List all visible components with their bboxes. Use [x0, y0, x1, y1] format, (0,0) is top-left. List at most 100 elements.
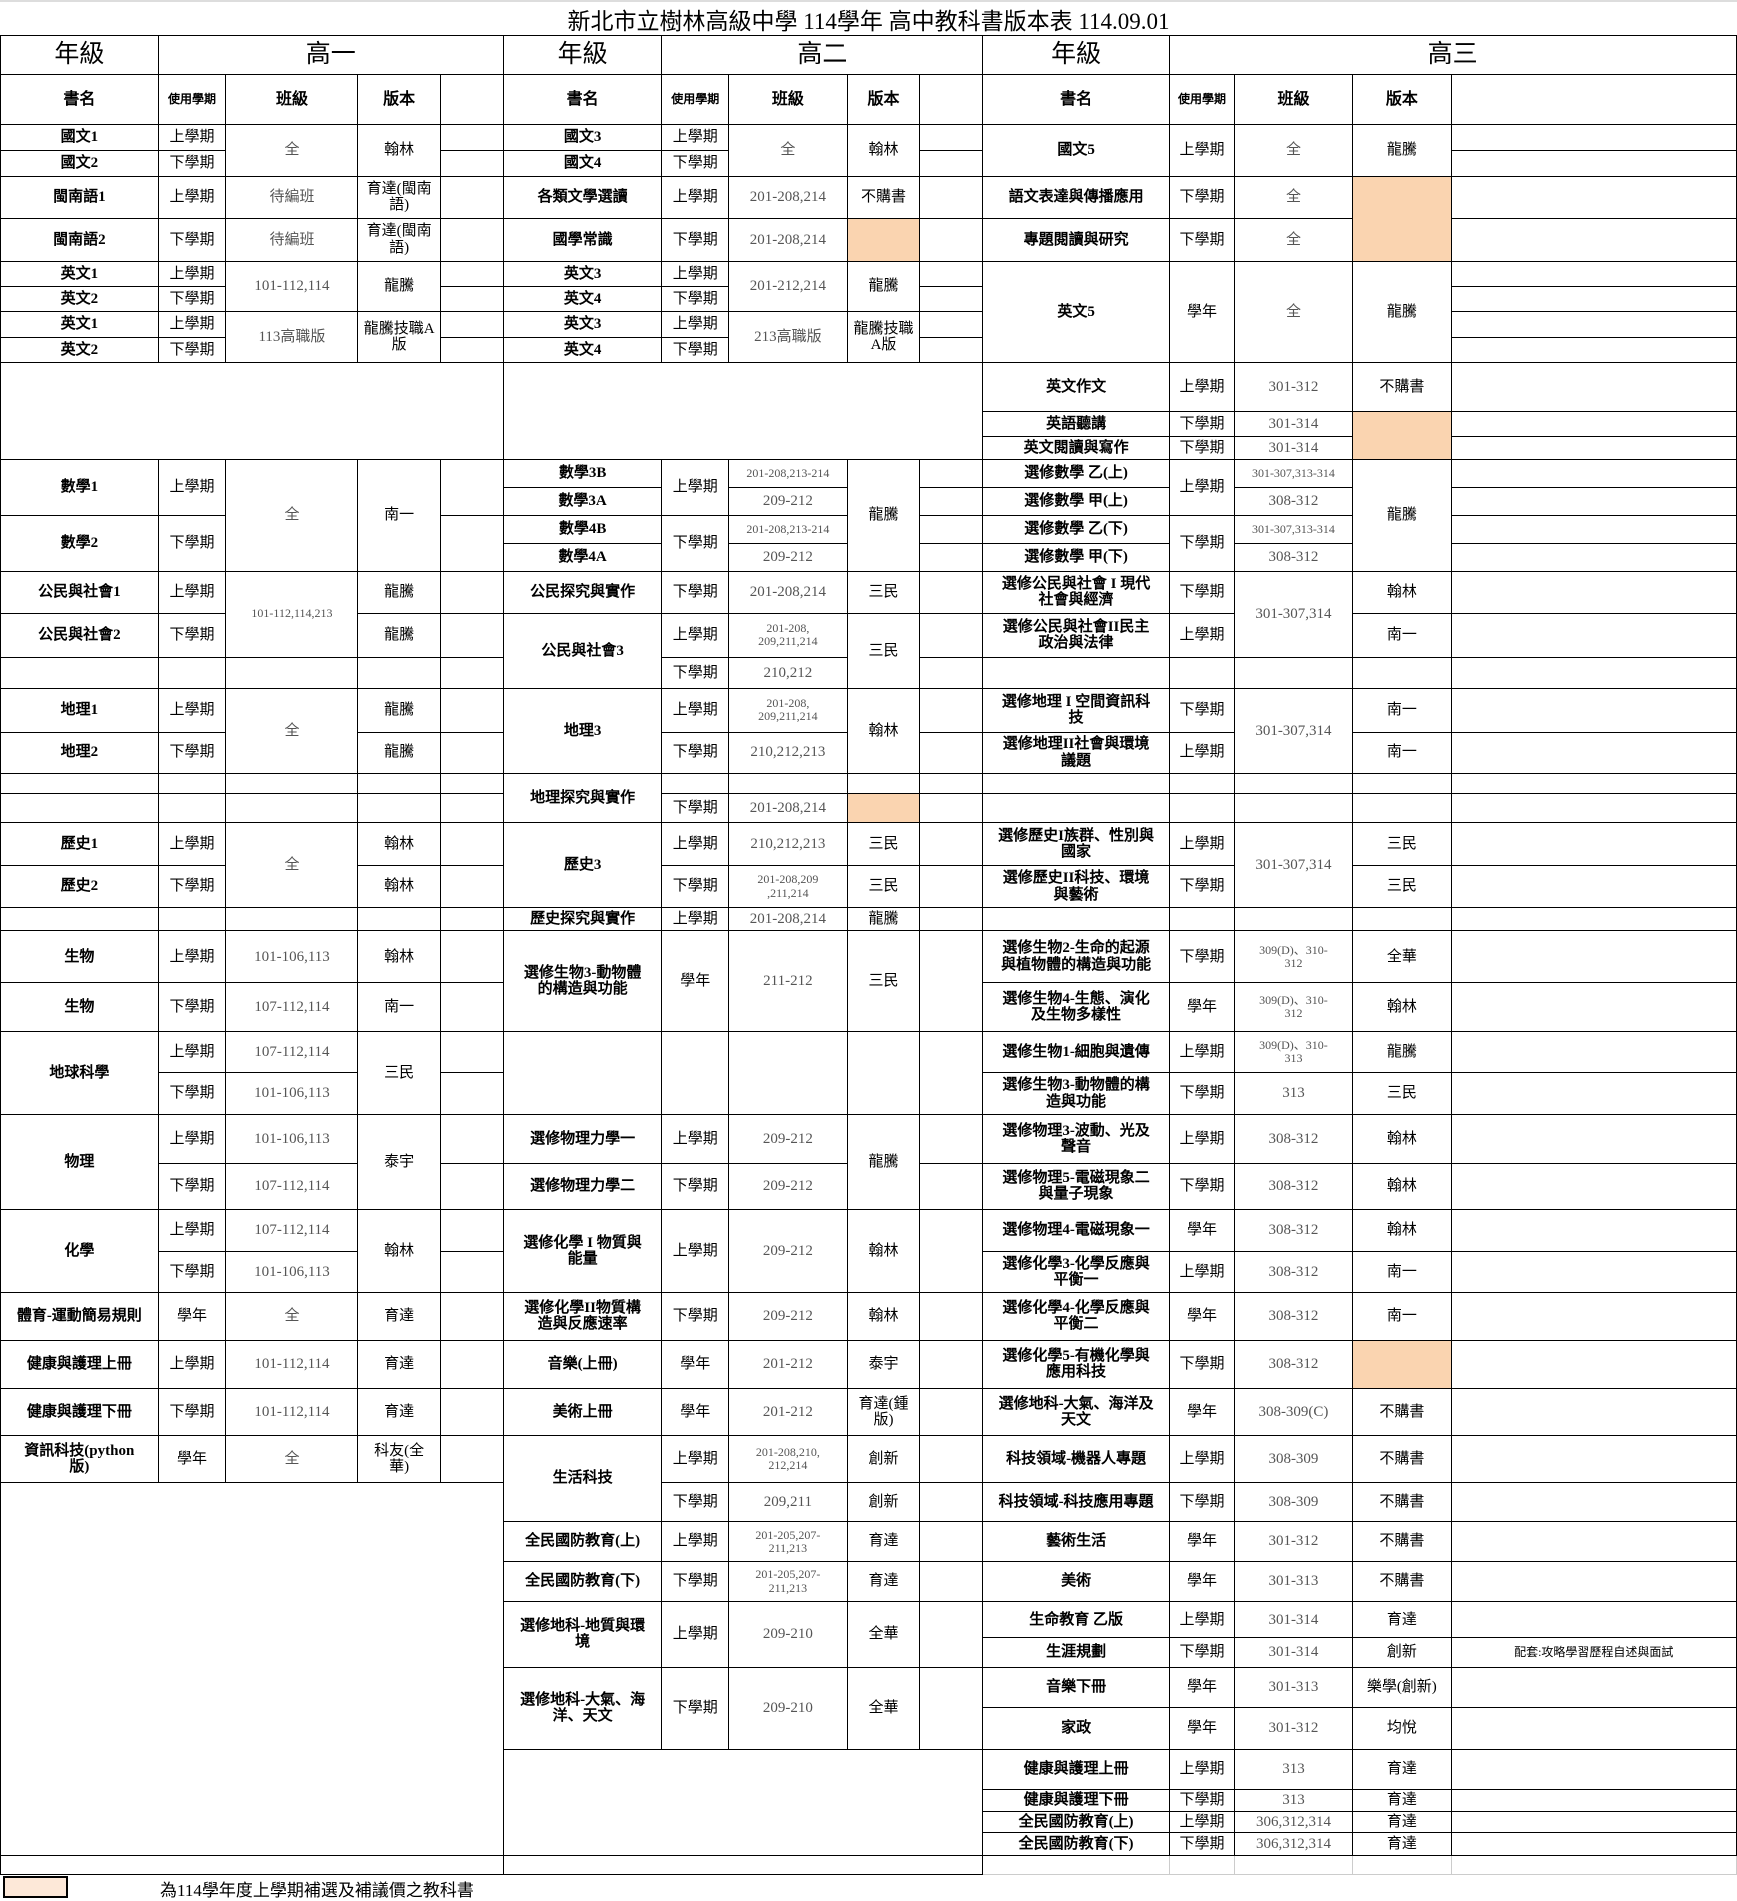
cell-term: 下學期: [662, 1163, 729, 1210]
cell-book-name: 資訊科技(python 版): [0, 1436, 159, 1484]
cell-class-range: 301-307,313-314: [1235, 515, 1353, 544]
cell-note: [1451, 571, 1737, 614]
cell-edition: 龍騰: [358, 689, 441, 733]
column-header: 使用學期: [158, 75, 227, 125]
cell-class-range: 301-307,314: [1235, 689, 1353, 774]
cell-edition: 翰林: [358, 865, 441, 909]
cell-class-range: 待編班: [226, 176, 359, 220]
cell-note: [1451, 411, 1737, 438]
cell-class-range: 210,212,213: [729, 823, 848, 866]
cell-class-range: 201-212: [729, 1340, 848, 1389]
cell-book-name: 英文2: [0, 287, 159, 313]
cell-book-name: 物理: [0, 1115, 159, 1210]
cell-class-range: 201-208,214: [729, 794, 848, 824]
cell-term: 學年: [1169, 1293, 1236, 1341]
cell-term: 上學期: [158, 931, 227, 984]
cell-class-range: 308-312: [1235, 488, 1353, 516]
cell-class-range: 306,312,314: [1235, 1833, 1353, 1857]
cell-note: [1451, 1707, 1737, 1750]
cell-term: 上學期: [662, 1602, 729, 1668]
cell-term: 上學期: [158, 823, 227, 866]
cell-note: [1451, 460, 1737, 489]
cell-note: [440, 983, 504, 1032]
cell-class-range: 201-208,214: [729, 219, 848, 262]
cell-class-range: 308-312: [1235, 1252, 1353, 1294]
cell-class-range: 301-314: [1235, 411, 1353, 438]
cell-term: 上學期: [662, 261, 729, 287]
cell-class-range: 全: [226, 460, 359, 572]
cell-class-range: 201-208, 209,211,214: [729, 613, 848, 658]
cell-term: 上學期: [1169, 1436, 1236, 1484]
cell-class-range: 209-210: [729, 1667, 848, 1750]
cell-edition: [358, 657, 441, 690]
cell-note: [440, 865, 504, 909]
cell-term: 上學期: [1169, 1811, 1236, 1834]
cell-term: 下學期: [158, 865, 227, 909]
cell-class-range: 全: [226, 823, 359, 909]
column-header: 書名: [983, 75, 1170, 125]
cell-note: [920, 1340, 984, 1389]
cell-term: 上學期: [158, 261, 227, 287]
cell-edition: 不購書: [1352, 1562, 1452, 1603]
cell-edition: 翰林: [847, 1293, 921, 1341]
cell-class-range: 301-312: [1235, 1707, 1353, 1750]
cell-note: [440, 460, 504, 516]
cell-term: 上學期: [662, 823, 729, 866]
cell-term: 下學期: [662, 515, 729, 572]
cell-note: [440, 219, 504, 262]
cell-book-name: [983, 773, 1170, 795]
cell-term: [662, 1031, 729, 1116]
cell-class-range: 308-309(C): [1235, 1389, 1353, 1437]
cell-term: 上學期: [158, 1340, 227, 1389]
cell-edition: 均悅: [1352, 1707, 1452, 1750]
cell-book-name: 全民國防教育(上): [503, 1522, 663, 1563]
cell-book-name: 健康與護理上冊: [0, 1340, 159, 1389]
cell-class-range: 213高職版: [729, 312, 848, 364]
cell-term: 下學期: [1169, 411, 1236, 438]
cell-book-name: 選修物理力學一: [503, 1115, 663, 1164]
cell-note: [440, 657, 504, 690]
cell-class-range: 301-307,314: [1235, 571, 1353, 658]
cell-note: [1451, 1562, 1737, 1603]
cell-note: [1451, 1602, 1737, 1639]
cell-class-range: 306,312,314: [1235, 1811, 1353, 1834]
cell-class-range: [1235, 1856, 1353, 1875]
cell-book-name: 選修生物3-動物體 的構造與功能: [503, 931, 663, 1032]
cell-term: [1169, 1856, 1236, 1875]
cell-edition: 創新: [847, 1436, 921, 1484]
cell-edition: 不購書: [1352, 363, 1452, 412]
cell-term: 下學期: [158, 337, 227, 364]
cell-edition: 翰林: [847, 1209, 921, 1294]
cell-edition: 龍騰: [847, 261, 921, 313]
cell-edition: 不購書: [1352, 1483, 1452, 1523]
cell-edition: 不購書: [1352, 1436, 1452, 1484]
cell-term: 下學期: [662, 865, 729, 909]
cell-note: [1451, 1389, 1737, 1437]
cell-class-range: 107-112,114: [226, 1163, 359, 1210]
cell-note: [920, 773, 984, 795]
cell-term: 上學期: [662, 689, 729, 733]
cell-book-name: 選修物理力學二: [503, 1163, 663, 1210]
cell-edition: 翰林: [1352, 571, 1452, 614]
cell-term: 下學期: [662, 1483, 729, 1523]
cell-book-name: 選修歷史I族群、性別與 國家: [983, 823, 1170, 866]
cell-book-name: 生活科技: [503, 1436, 663, 1523]
cell-note: [440, 1115, 504, 1164]
cell-class-range: 211-212: [729, 931, 848, 1032]
column-header: 書名: [503, 75, 663, 125]
cell-book-name: 選修地理 I 空間資訊科 技: [983, 689, 1170, 733]
cell-term: 上學期: [1169, 1031, 1236, 1073]
cell-edition: 龍騰: [847, 908, 921, 932]
cell-edition: 樂學(創新): [1352, 1667, 1452, 1708]
cell-note: [1451, 794, 1737, 824]
cell-note: [920, 337, 984, 364]
cell-term: 下學期: [662, 151, 729, 177]
cell-note: [920, 823, 984, 866]
cell-note: [1451, 176, 1737, 220]
cell-class-range: 101-112,114: [226, 1389, 359, 1437]
cell-edition: 翰林: [1352, 983, 1452, 1032]
cell-class-range: 101-106,113: [226, 1115, 359, 1164]
cell-book-name: 化學: [0, 1209, 159, 1294]
cell-term: 上學期: [662, 1209, 729, 1294]
cell-class-range: 209-212: [729, 1293, 848, 1341]
